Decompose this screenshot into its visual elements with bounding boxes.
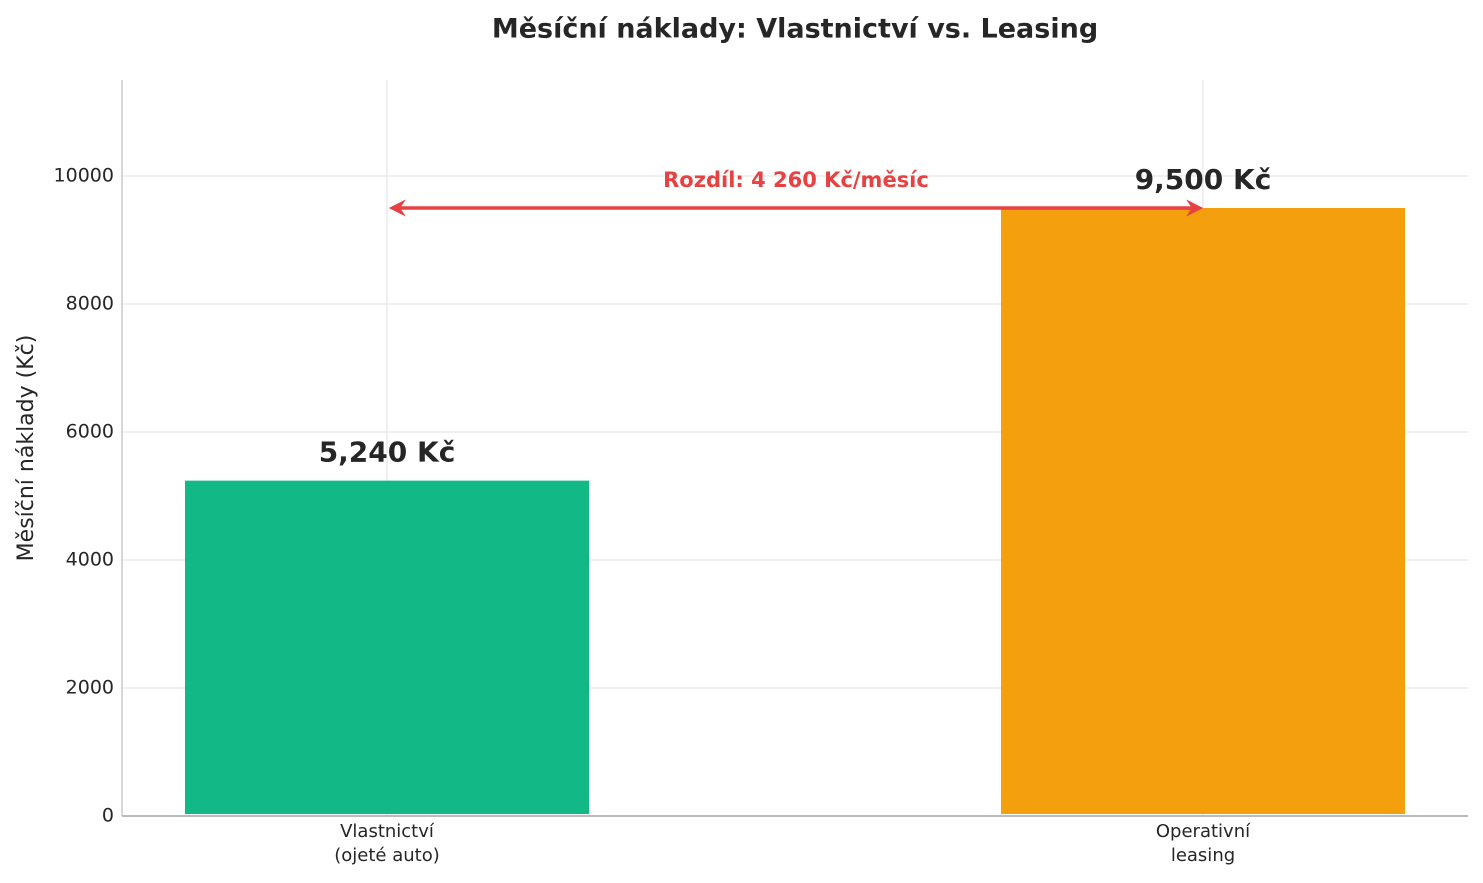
value-label: 5,240 Kč [319, 436, 456, 469]
y-tick-label: 10000 [54, 165, 114, 187]
x-tick-label: Operativní leasing [1155, 821, 1251, 866]
arrow-head [1186, 199, 1204, 217]
y-tick-label: 8000 [66, 293, 114, 315]
bar [1001, 208, 1405, 814]
y-tick-label: 0 [102, 805, 114, 827]
chart-title: Měsíční náklady: Vlastnictví vs. Leasing [492, 14, 1098, 45]
y-axis-label: Měsíční náklady (Kč) [14, 335, 39, 562]
y-tick-label: 6000 [66, 421, 114, 443]
arrow-head [388, 199, 406, 217]
value-label: 9,500 Kč [1135, 163, 1272, 196]
y-tick-label: 2000 [66, 677, 114, 699]
x-tick-label: Vlastnictví (ojeté auto) [334, 821, 440, 866]
bar [185, 480, 589, 814]
y-tick-label: 4000 [66, 549, 114, 571]
annotation: Rozdíl: 4 260 Kč/měsíc [663, 168, 929, 192]
